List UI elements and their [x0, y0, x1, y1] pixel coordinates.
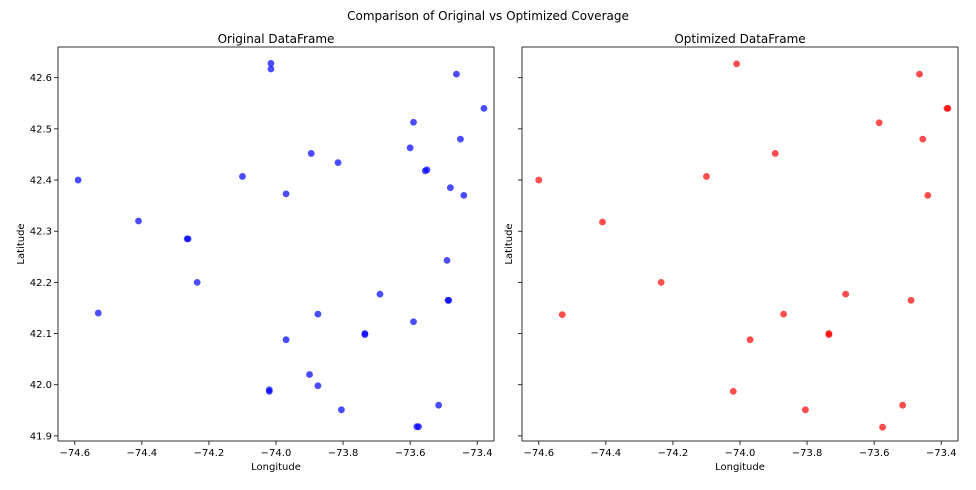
original-data-point	[445, 296, 453, 304]
optimized-x-tick-label: −74.4	[591, 448, 622, 459]
optimized-data-point	[599, 218, 606, 226]
figure-title: Comparison of Original vs Optimized Cove…	[347, 9, 629, 23]
original-y-tick-label: 41.9	[30, 431, 52, 442]
original-data-point	[184, 235, 192, 243]
optimized-data-point	[924, 191, 932, 199]
optimized-panel-title: Optimized DataFrame	[674, 32, 805, 46]
optimized-data-point	[825, 331, 833, 338]
original-x-axis-label: Longitude	[251, 462, 301, 473]
optimized-panel: Optimized DataFrame −74.6 −74.4 −74.2 −74.0…	[504, 32, 959, 473]
optimized-data-point	[907, 296, 915, 304]
original-data-point	[334, 159, 342, 167]
optimized-x-tick-label: −74.6	[523, 448, 554, 459]
original-y-ticks: 41.9 42.0 42.1 42.2 42.3 42.4 42.5 42.6	[30, 73, 58, 442]
original-data-point	[314, 310, 322, 318]
optimized-points	[535, 60, 952, 431]
optimized-x-ticks: −74.6 −74.4 −74.2 −74.0 −73.8 −73.6 −73.4	[523, 441, 957, 459]
original-data-point	[480, 105, 488, 112]
original-data-point	[443, 256, 451, 264]
original-data-point	[406, 144, 414, 152]
optimized-x-tick-label: −74.0	[725, 448, 756, 459]
original-data-point	[376, 290, 384, 298]
original-data-point	[435, 401, 443, 409]
original-data-point	[282, 336, 290, 344]
original-y-tick-label: 42.1	[30, 329, 52, 340]
original-x-tick-label: −74.0	[261, 448, 292, 459]
original-data-point	[307, 150, 315, 157]
original-x-ticks: −74.6 −74.4 −74.2 −74.0 −73.8 −73.6 −73.4	[59, 441, 493, 459]
original-y-tick-label: 42.5	[30, 124, 52, 135]
original-data-point	[410, 118, 417, 126]
original-data-point	[314, 382, 322, 390]
optimized-x-tick-label: −74.2	[658, 448, 689, 459]
original-data-point	[460, 191, 468, 199]
original-panel-title: Original DataFrame	[218, 32, 335, 46]
original-data-point	[135, 217, 142, 225]
original-x-tick-label: −73.6	[395, 448, 426, 459]
original-y-tick-label: 42.2	[30, 278, 52, 289]
original-data-point	[410, 318, 417, 326]
optimized-x-tick-label: −73.4	[926, 448, 957, 459]
optimized-data-point	[842, 290, 850, 298]
optimized-data-point	[746, 336, 754, 344]
original-data-point	[415, 423, 422, 431]
optimized-data-point	[879, 423, 886, 431]
original-data-point	[94, 309, 102, 317]
optimized-x-axis-label: Longitude	[715, 462, 765, 473]
original-y-axis-label: Latitude	[16, 223, 27, 264]
optimized-data-point	[771, 150, 779, 157]
optimized-data-point	[703, 173, 710, 180]
optimized-data-point	[919, 135, 927, 143]
original-data-point	[265, 387, 273, 395]
optimized-y-ticks	[518, 77, 522, 437]
original-x-tick-label: −74.4	[127, 448, 158, 459]
original-panel: Original DataFrame −74.6 −74.4 −74.2 −74.0−…	[16, 32, 495, 473]
optimized-y-axis-label: Latitude	[504, 223, 515, 264]
original-y-tick-label: 42.0	[30, 380, 52, 391]
original-data-point	[267, 59, 275, 67]
original-points	[74, 59, 488, 431]
original-y-tick-label: 42.3	[30, 227, 52, 238]
original-data-point	[457, 135, 464, 143]
original-data-point	[306, 371, 313, 378]
original-data-point	[193, 278, 201, 286]
original-data-point	[447, 184, 454, 192]
optimized-x-tick-label: −73.6	[859, 448, 890, 459]
original-x-tick-label: −73.4	[462, 448, 493, 459]
optimized-data-point	[535, 176, 543, 184]
optimized-x-tick-label: −73.8	[792, 448, 823, 459]
original-y-tick-label: 42.4	[30, 176, 52, 187]
optimized-data-point	[729, 387, 737, 395]
optimized-data-point	[899, 401, 907, 409]
optimized-data-point	[916, 70, 923, 78]
original-data-point	[239, 173, 246, 180]
original-y-tick-label: 42.6	[30, 73, 52, 84]
optimized-data-point	[802, 406, 809, 414]
original-x-tick-label: −73.8	[328, 448, 359, 459]
optimized-data-point	[657, 278, 665, 286]
original-data-point	[423, 166, 431, 174]
original-data-point	[361, 331, 369, 338]
optimized-data-point	[558, 311, 566, 319]
original-data-point	[453, 70, 460, 78]
original-x-tick-label: −74.6	[59, 448, 90, 459]
original-data-point	[282, 190, 290, 198]
original-data-point	[74, 176, 82, 184]
original-data-point	[267, 65, 275, 73]
original-data-point	[338, 406, 345, 414]
original-x-tick-label: −74.2	[194, 448, 225, 459]
optimized-data-point	[944, 105, 952, 112]
optimized-data-point	[733, 60, 741, 68]
optimized-data-point	[780, 310, 787, 318]
optimized-data-point	[875, 119, 883, 127]
